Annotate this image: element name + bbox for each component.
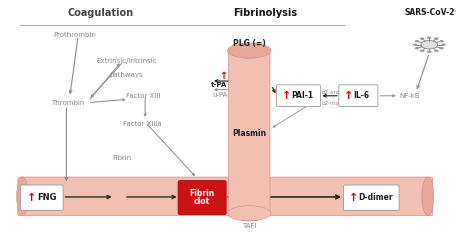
Text: D-dimer: D-dimer — [358, 193, 393, 202]
Text: Thrombin: Thrombin — [51, 100, 84, 106]
Text: NF-kB: NF-kB — [400, 93, 420, 99]
Circle shape — [427, 36, 432, 39]
FancyBboxPatch shape — [339, 85, 378, 107]
FancyBboxPatch shape — [18, 177, 433, 216]
Text: ↑: ↑ — [219, 71, 228, 81]
Text: Fibrin: Fibrin — [112, 155, 131, 161]
Text: α2-macroglobulin: α2-macroglobulin — [322, 101, 370, 106]
Circle shape — [439, 47, 444, 49]
FancyBboxPatch shape — [178, 181, 226, 214]
Circle shape — [441, 44, 446, 46]
Text: PAI-1: PAI-1 — [291, 91, 313, 100]
FancyBboxPatch shape — [228, 50, 270, 215]
Circle shape — [415, 40, 419, 42]
Text: ↑: ↑ — [344, 91, 353, 101]
Circle shape — [434, 37, 438, 40]
Ellipse shape — [17, 177, 28, 216]
Text: IL-6: IL-6 — [353, 91, 369, 100]
Circle shape — [420, 37, 425, 40]
Text: Fibrinolysis: Fibrinolysis — [233, 9, 297, 18]
FancyBboxPatch shape — [277, 85, 320, 107]
Ellipse shape — [228, 206, 271, 221]
Text: t-PA: t-PA — [211, 82, 228, 88]
Text: u-PA: u-PA — [212, 91, 228, 98]
Text: Plasmin: Plasmin — [232, 129, 266, 138]
Circle shape — [421, 41, 438, 49]
Text: SARS-CoV-2: SARS-CoV-2 — [404, 9, 455, 17]
Circle shape — [420, 50, 425, 52]
FancyBboxPatch shape — [21, 185, 63, 210]
Text: PLG (=): PLG (=) — [233, 39, 265, 48]
Text: Factor XIII: Factor XIII — [126, 93, 160, 99]
Text: ↑: ↑ — [282, 91, 291, 101]
Circle shape — [434, 50, 438, 52]
Text: TAFI: TAFI — [242, 223, 256, 229]
Circle shape — [439, 40, 444, 42]
Text: Factor XIIIa: Factor XIIIa — [123, 121, 162, 127]
Text: Fibrin: Fibrin — [190, 189, 215, 198]
Text: Extrinsic/Intrinsic: Extrinsic/Intrinsic — [96, 58, 156, 64]
Ellipse shape — [228, 43, 271, 58]
Text: Prothrombin: Prothrombin — [53, 32, 96, 38]
Circle shape — [415, 47, 419, 49]
Text: clot: clot — [194, 197, 210, 206]
Text: α2-antiplasmin: α2-antiplasmin — [322, 90, 364, 95]
Circle shape — [413, 44, 418, 46]
Circle shape — [427, 50, 432, 53]
Text: FNG: FNG — [37, 193, 57, 202]
Text: ↑: ↑ — [27, 193, 36, 203]
Text: pathways: pathways — [109, 72, 143, 78]
Text: Coagulation: Coagulation — [67, 9, 133, 18]
Ellipse shape — [422, 177, 434, 216]
FancyBboxPatch shape — [344, 185, 399, 210]
Text: ↑: ↑ — [349, 193, 358, 203]
